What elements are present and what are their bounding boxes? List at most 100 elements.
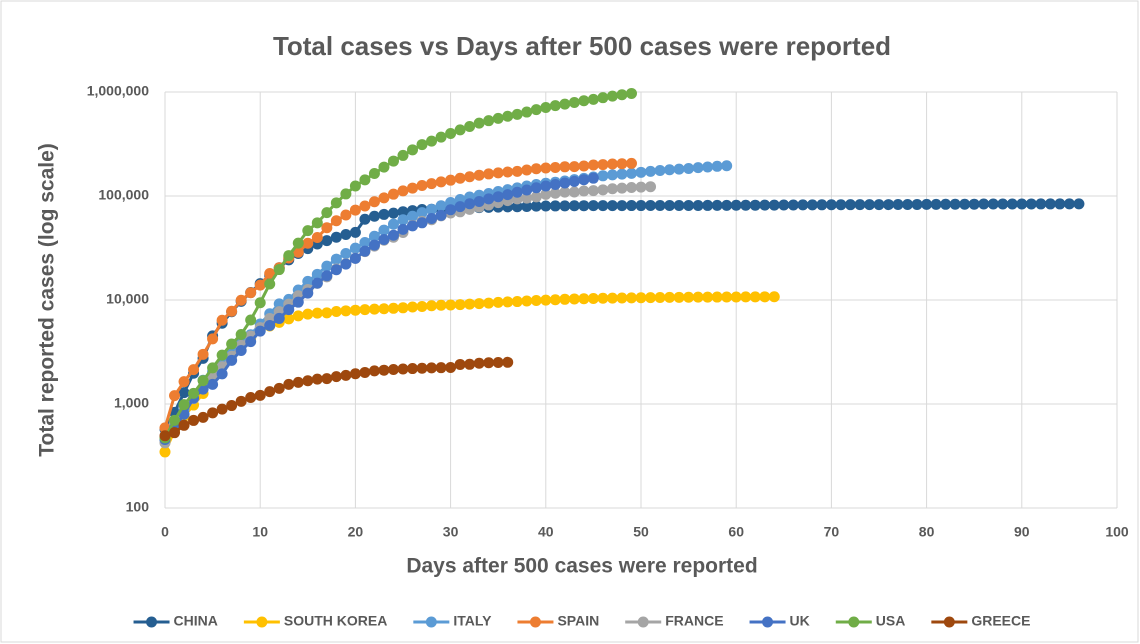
x-tick-label: 90 bbox=[1014, 524, 1030, 540]
data-point bbox=[711, 160, 723, 172]
data-point bbox=[568, 186, 580, 198]
data-point bbox=[359, 366, 371, 378]
legend: CHINA SOUTH KOREA ITALY SPAIN FRANCE UK USA GRE… bbox=[133, 613, 1030, 629]
data-point bbox=[387, 155, 399, 167]
data-point bbox=[254, 389, 266, 401]
data-point bbox=[540, 101, 552, 113]
legend-label: CHINA bbox=[174, 613, 218, 629]
data-point bbox=[302, 287, 314, 299]
data-point bbox=[549, 200, 561, 212]
data-point bbox=[226, 354, 238, 366]
data-point bbox=[283, 313, 295, 325]
data-point bbox=[511, 186, 523, 198]
data-point bbox=[378, 303, 390, 315]
data-point bbox=[559, 177, 571, 189]
x-tick-label: 100 bbox=[1105, 524, 1129, 540]
data-point bbox=[654, 200, 666, 212]
data-point bbox=[445, 204, 457, 216]
data-point bbox=[797, 199, 809, 211]
data-point bbox=[645, 181, 657, 193]
data-point bbox=[435, 209, 447, 221]
data-point bbox=[645, 165, 657, 177]
data-point bbox=[645, 292, 657, 304]
data-point bbox=[483, 115, 495, 127]
data-point bbox=[435, 362, 447, 374]
data-point bbox=[359, 213, 371, 225]
data-point bbox=[511, 296, 523, 308]
data-point bbox=[397, 214, 409, 226]
data-point bbox=[311, 217, 323, 229]
data-point bbox=[340, 188, 352, 200]
legend-item: SOUTH KOREA bbox=[243, 613, 387, 629]
data-point bbox=[635, 166, 647, 178]
data-point bbox=[349, 252, 361, 264]
legend-label: ITALY bbox=[453, 613, 492, 629]
data-point bbox=[254, 297, 266, 309]
data-point bbox=[1054, 198, 1066, 210]
data-point bbox=[368, 210, 380, 222]
data-point bbox=[464, 298, 476, 310]
data-point bbox=[711, 199, 723, 211]
data-point bbox=[349, 304, 361, 316]
x-tick-label: 80 bbox=[919, 524, 935, 540]
data-point bbox=[407, 301, 419, 313]
data-point bbox=[673, 291, 685, 303]
data-point bbox=[207, 333, 219, 345]
data-point bbox=[407, 144, 419, 156]
data-point bbox=[416, 217, 428, 229]
data-point bbox=[387, 188, 399, 200]
data-point bbox=[521, 164, 533, 176]
legend-marker bbox=[943, 616, 955, 628]
data-point bbox=[216, 368, 228, 380]
data-point bbox=[207, 362, 219, 374]
data-point bbox=[292, 246, 304, 258]
data-point bbox=[368, 230, 380, 242]
legend-item: USA bbox=[835, 613, 905, 629]
data-point bbox=[378, 161, 390, 173]
data-point bbox=[492, 191, 504, 203]
data-point bbox=[883, 199, 895, 211]
data-point bbox=[454, 124, 466, 136]
data-point bbox=[473, 117, 485, 129]
data-point bbox=[578, 95, 590, 107]
data-point bbox=[587, 185, 599, 197]
data-point bbox=[359, 304, 371, 316]
data-point bbox=[445, 361, 457, 373]
data-point bbox=[511, 165, 523, 177]
data-point bbox=[483, 297, 495, 309]
data-point bbox=[178, 387, 190, 399]
data-point bbox=[692, 291, 704, 303]
data-point bbox=[949, 198, 961, 210]
data-point bbox=[549, 161, 561, 173]
data-point bbox=[311, 232, 323, 244]
data-point bbox=[483, 193, 495, 205]
data-point bbox=[873, 199, 885, 211]
data-point bbox=[597, 292, 609, 304]
data-point bbox=[787, 199, 799, 211]
data-point bbox=[578, 293, 590, 305]
data-point bbox=[464, 171, 476, 183]
data-point bbox=[635, 292, 647, 304]
data-point bbox=[340, 305, 352, 317]
data-point bbox=[930, 198, 942, 210]
data-point bbox=[968, 198, 980, 210]
data-point bbox=[1044, 198, 1056, 210]
data-point bbox=[759, 199, 771, 211]
data-point bbox=[578, 200, 590, 212]
data-point bbox=[654, 164, 666, 176]
x-tick-label: 60 bbox=[728, 524, 744, 540]
data-point bbox=[492, 112, 504, 124]
data-point bbox=[997, 198, 1009, 210]
data-point bbox=[559, 161, 571, 173]
data-point bbox=[940, 198, 952, 210]
legend-marker bbox=[762, 616, 774, 628]
data-point bbox=[197, 375, 209, 387]
x-tick-label: 0 bbox=[161, 524, 169, 540]
data-point bbox=[321, 270, 333, 282]
data-point bbox=[435, 131, 447, 143]
data-point bbox=[397, 302, 409, 314]
data-point bbox=[473, 195, 485, 207]
data-point bbox=[378, 208, 390, 220]
data-point bbox=[587, 159, 599, 171]
